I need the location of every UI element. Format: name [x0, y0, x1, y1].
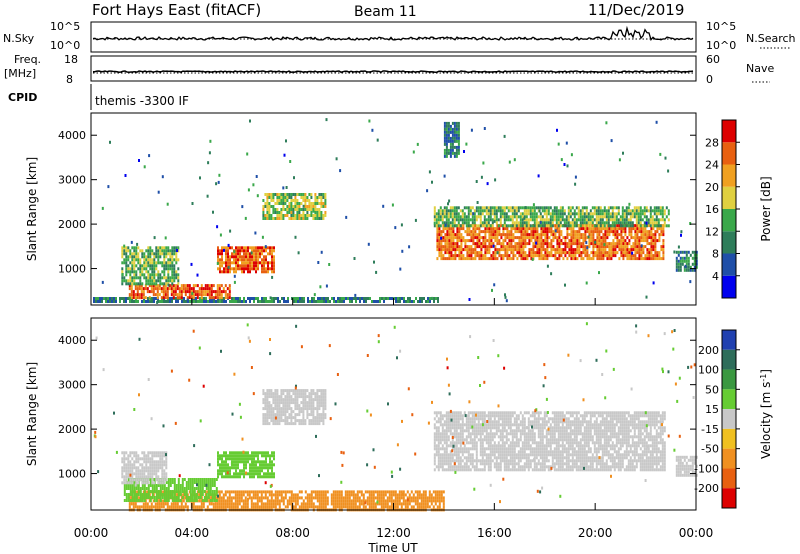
power-panel-region-1 — [128, 284, 231, 300]
ytick-label: 3000 — [58, 379, 86, 392]
power-colorbar-tick: 20 — [705, 181, 719, 194]
xtick-label: 20:00 — [578, 526, 613, 540]
nsearch-tick-bottom: 10^0 — [706, 39, 736, 52]
velocity-colorbar-tick: 15 — [705, 403, 719, 416]
velocity-colorbar-tick: 100 — [698, 364, 719, 377]
power-colorbar-label: Power [dB] — [759, 176, 773, 241]
power-panel-region-8 — [443, 121, 460, 158]
velocity-colorbar-tick: 200 — [698, 344, 719, 357]
power-colorbar-segment — [722, 209, 736, 232]
velocity-colorbar-tick: 50 — [705, 383, 719, 396]
nsky-tick-bottom: 10^0 — [50, 39, 80, 52]
xtick-label: 04:00 — [175, 526, 210, 540]
power-heatmap — [93, 118, 698, 304]
date-label: 11/Dec/2019 — [588, 1, 684, 19]
nsky-tick-top: 10^5 — [50, 20, 80, 33]
velocity-colorbar-tick: -200 — [694, 482, 719, 495]
power-colorbar-tick: 8 — [712, 248, 719, 261]
velocity-colorbar-segment — [722, 448, 736, 469]
velocity-colorbar-label: Velocity [m s-1] — [759, 369, 774, 459]
nave-tick-bottom: 0 — [706, 73, 713, 86]
beam-label: Beam 11 — [354, 4, 417, 20]
velocity-colorbar-segment — [722, 369, 736, 390]
power-panel-region-7 — [675, 250, 698, 272]
velocity-colorbar-segment — [722, 468, 736, 489]
ytick-label: 2000 — [58, 423, 86, 436]
power-colorbar-tick: 24 — [705, 159, 719, 172]
velocity-colorbar-segment — [722, 349, 736, 370]
velocity-colorbar-segment — [722, 330, 736, 350]
power-panel-region-3 — [217, 246, 275, 274]
velocity-heatmap — [93, 322, 698, 512]
xtick-label: 12:00 — [376, 526, 411, 540]
velocity-panel-region-2 — [217, 451, 275, 479]
nave-label: Nave — [746, 62, 774, 75]
power-colorbar-segment — [722, 164, 736, 187]
power-colorbar-segment — [722, 142, 736, 165]
time-axis-ticks: 00:00 04:00 08:00 12:00 16:00 20:00 00:00 — [74, 298, 714, 540]
power-colorbar-tick: 12 — [705, 225, 719, 238]
velocity-panel-region-4 — [262, 389, 327, 426]
power-colorbar-segment — [722, 120, 736, 143]
power-panel-region-5 — [436, 224, 665, 261]
power-colorbar-tick: 16 — [705, 203, 719, 216]
power-panel-region-6 — [433, 206, 670, 228]
nsearch-tick-top: 10^5 — [706, 20, 736, 33]
xtick-label: 08:00 — [275, 526, 310, 540]
freq-label: Freq. — [14, 53, 41, 66]
power-colorbar-segment — [722, 253, 736, 276]
power-colorbar-segment — [722, 186, 736, 209]
time-axis-label: Time UT — [367, 541, 418, 554]
nave-tick-top: 60 — [706, 53, 720, 66]
velocity-colorbar-segment — [722, 488, 736, 508]
nsearch-label: N.Search — [746, 32, 796, 45]
cpid-label: CPID — [8, 91, 37, 104]
power-panel-region-2 — [121, 246, 180, 286]
power-yticks: 1000 2000 3000 4000 — [58, 129, 696, 276]
freq-panel-frame — [90, 55, 697, 82]
power-colorbar: 4 8 12 16 20 24 28 — [705, 119, 740, 299]
velocity-colorbar-segment — [722, 409, 736, 429]
velocity-colorbar-segment — [722, 389, 736, 410]
ytick-label: 2000 — [58, 218, 86, 231]
velocity-yticks: 1000 2000 3000 4000 — [58, 334, 696, 481]
nsky-label: N.Sky — [3, 32, 35, 45]
power-colorbar-segment — [722, 275, 736, 298]
velocity-panel-region-3 — [121, 451, 168, 485]
velocity-colorbar-tick: -15 — [701, 423, 719, 436]
velocity-ylabel: Slant Range [km] — [25, 362, 39, 466]
velocity-panel-region-5 — [433, 411, 666, 472]
ytick-label: 1000 — [58, 263, 86, 276]
station-title: Fort Hays East (fitACF) — [92, 1, 261, 19]
ytick-label: 4000 — [58, 129, 86, 142]
power-colorbar-segment — [722, 231, 736, 254]
xtick-label: 00:00 — [74, 526, 109, 540]
freq-series — [92, 70, 694, 74]
power-colorbar-tick: 4 — [712, 270, 719, 283]
power-ylabel: Slant Range [km] — [25, 157, 39, 261]
velocity-colorbar-tick: -50 — [701, 443, 719, 456]
velocity-colorbar-tick: -100 — [694, 462, 719, 475]
nsky-series — [92, 25, 694, 42]
ytick-label: 4000 — [58, 334, 86, 347]
ytick-label: 1000 — [58, 468, 86, 481]
ytick-label: 3000 — [58, 174, 86, 187]
power-colorbar-tick: 28 — [705, 136, 719, 149]
nsky-panel-frame — [90, 21, 697, 53]
velocity-colorbar: 200 100 50 15 -15 -50 -100 -200 — [694, 329, 740, 509]
xtick-label: 00:00 — [679, 526, 714, 540]
cpid-text: themis -3300 IF — [95, 94, 189, 108]
velocity-panel-region-6 — [675, 455, 698, 477]
freq-tick-top: 18 — [64, 53, 78, 66]
freq-tick-bottom: 8 — [66, 73, 73, 86]
power-panel-region-4 — [262, 193, 327, 220]
velocity-colorbar-segment — [722, 428, 736, 449]
xtick-label: 16:00 — [477, 526, 512, 540]
freq-unit: [MHz] — [4, 67, 36, 80]
